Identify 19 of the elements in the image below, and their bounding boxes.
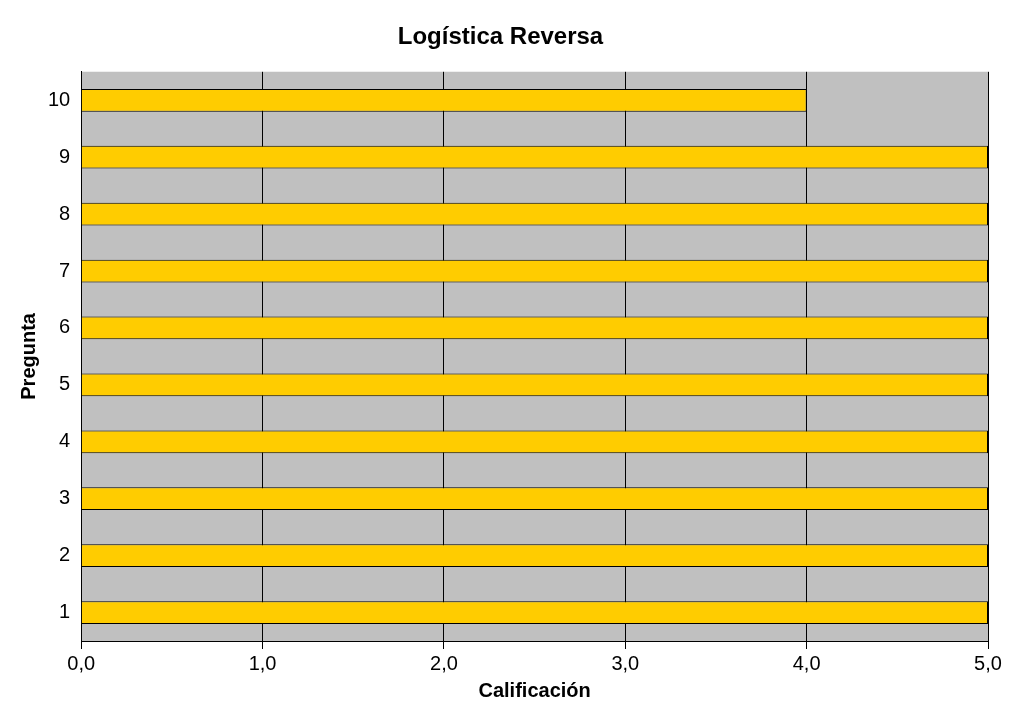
x-tick-label: 3,0: [611, 651, 640, 674]
y-tick-label: 10: [48, 87, 71, 110]
x-tick-label: 2,0: [430, 651, 458, 674]
y-tick-label: 1: [59, 600, 71, 623]
x-tick-label: 0,0: [67, 651, 96, 674]
y-tick-label: 5: [59, 372, 71, 395]
x-tick-label: 5,0: [974, 651, 1002, 674]
y-tick-label: 3: [59, 486, 71, 509]
x-axis-title: Calificación: [478, 678, 591, 701]
x-tick-label: 1,0: [248, 651, 277, 674]
y-tick-label: 6: [59, 315, 71, 338]
y-tick-label: 2: [59, 543, 71, 566]
y-tick-label: 9: [59, 144, 71, 167]
y-axis-title: Pregunta: [16, 312, 39, 400]
chart-title: Logística Reversa: [397, 22, 604, 50]
x-tick-label: 4,0: [792, 651, 821, 674]
y-tick-label: 8: [59, 201, 71, 224]
y-tick-label: 4: [59, 429, 71, 452]
y-tick-label: 7: [59, 258, 71, 281]
